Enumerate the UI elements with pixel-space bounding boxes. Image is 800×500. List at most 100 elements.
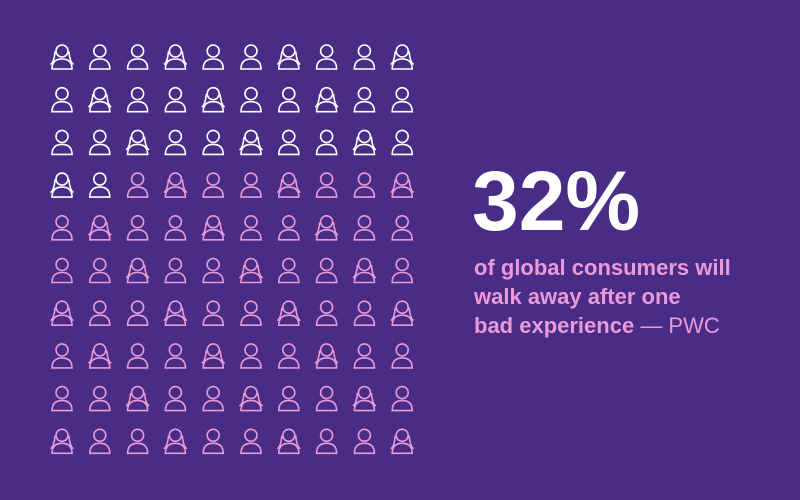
- person-icon: [390, 300, 415, 327]
- icon-body: [51, 399, 73, 412]
- person-icon: [391, 86, 414, 113]
- icon-head: [55, 343, 69, 357]
- person-icon: [352, 129, 377, 156]
- icon-head: [395, 257, 410, 272]
- person-icon: [163, 44, 188, 70]
- icon-head: [319, 129, 334, 144]
- icon-head: [130, 428, 145, 443]
- person-icon: [125, 257, 150, 284]
- icon-body: [240, 314, 262, 327]
- icon-head: [357, 129, 372, 144]
- icon-head: [395, 86, 410, 101]
- icon-hair: [239, 264, 263, 279]
- icon-body: [315, 314, 338, 327]
- icon-head: [130, 300, 145, 315]
- icon-head: [55, 86, 69, 101]
- icon-hair: [201, 222, 225, 236]
- person-icon: [164, 215, 187, 241]
- icon-head: [357, 428, 372, 443]
- person-icon: [353, 343, 376, 369]
- icon-head: [168, 215, 183, 229]
- icon-head: [319, 44, 334, 58]
- icon-body: [88, 186, 111, 198]
- person-icon: [164, 257, 187, 284]
- icon-head: [93, 44, 107, 58]
- person-icon: [391, 343, 414, 369]
- person-icon: [353, 44, 376, 70]
- icon-head: [357, 215, 372, 229]
- icon-body: [88, 442, 111, 455]
- icon-body: [277, 357, 300, 369]
- person-icon: [50, 428, 74, 455]
- person-icon: [51, 257, 73, 284]
- icon-hair: [276, 435, 301, 450]
- icon-head: [281, 257, 296, 272]
- icon-head: [244, 44, 258, 58]
- icon-body: [164, 399, 187, 412]
- person-icon: [276, 44, 301, 70]
- person-icon: [88, 86, 112, 113]
- person-icon: [202, 129, 225, 156]
- icon-head: [244, 300, 258, 315]
- icon-head: [319, 257, 334, 272]
- person-icon: [164, 86, 187, 113]
- icon-body: [277, 442, 300, 455]
- person-icon: [126, 44, 149, 70]
- person-icon: [50, 44, 74, 70]
- person-icon: [88, 44, 111, 70]
- icon-head: [281, 343, 296, 357]
- person-icon: [353, 172, 376, 198]
- icon-body: [51, 442, 73, 455]
- icon-body: [164, 186, 187, 198]
- icon-head: [206, 44, 220, 58]
- person-icon: [202, 172, 225, 198]
- person-icon: [277, 129, 300, 156]
- person-icon: [88, 300, 111, 327]
- icon-head: [395, 172, 410, 186]
- caption-line: bad experience — PWC: [474, 313, 720, 338]
- icon-hair: [276, 179, 301, 193]
- icon-body: [88, 58, 111, 70]
- icon-body: [391, 271, 414, 284]
- person-icon: [51, 86, 73, 113]
- icon-body: [88, 399, 111, 412]
- icon-body: [391, 143, 414, 156]
- icon-body: [391, 100, 414, 113]
- icon-head: [319, 86, 334, 101]
- icon-body: [240, 442, 262, 455]
- icon-head: [281, 86, 296, 101]
- person-icon: [390, 172, 415, 198]
- person-icon: [202, 257, 225, 284]
- person-icon: [126, 343, 149, 369]
- icon-hair: [201, 350, 225, 364]
- icon-body: [202, 229, 225, 241]
- person-icon: [126, 428, 149, 455]
- icon-body: [353, 100, 376, 113]
- person-icon: [240, 300, 262, 327]
- icon-head: [130, 44, 145, 58]
- person-icon: [352, 385, 377, 412]
- icon-body: [315, 399, 338, 412]
- icon-head: [206, 257, 220, 272]
- icon-body: [202, 186, 225, 198]
- person-icon: [126, 300, 149, 327]
- icon-head: [55, 44, 69, 58]
- icon-head: [244, 257, 258, 272]
- person-icon: [240, 172, 262, 198]
- icon-body: [164, 314, 187, 327]
- person-icon: [202, 300, 225, 327]
- icon-body: [353, 357, 376, 369]
- icon-body: [240, 186, 262, 198]
- icon-body: [88, 229, 111, 241]
- person-icon: [315, 385, 338, 412]
- person-icon: [315, 428, 338, 455]
- icon-head: [319, 343, 334, 357]
- person-icon: [202, 428, 225, 455]
- icon-head: [281, 129, 296, 144]
- icon-hair: [314, 93, 339, 108]
- icon-body: [88, 357, 111, 369]
- person-icon: [391, 129, 414, 156]
- icon-head: [319, 215, 334, 229]
- icon-head: [55, 215, 69, 229]
